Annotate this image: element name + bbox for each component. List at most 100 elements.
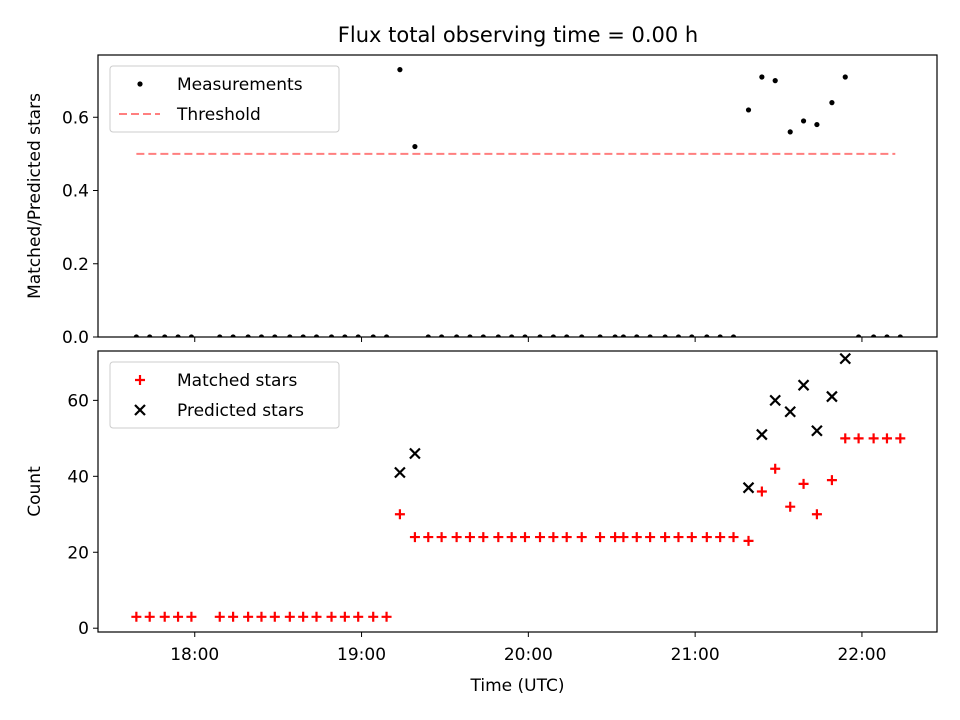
data-point [660,532,671,543]
data-point [853,433,864,444]
data-point [436,532,447,543]
data-point [313,334,320,337]
data-point [311,611,322,622]
data-point [509,334,515,337]
y-tick-label: 40 [67,467,89,487]
data-point [147,334,153,337]
data-point [284,611,295,622]
data-point [397,67,403,73]
axes-frame [97,54,938,338]
data-point [478,532,489,543]
data-point [258,334,265,337]
data-point [162,334,168,337]
data-point [186,611,197,622]
data-point [467,334,473,337]
data-point [287,334,293,337]
data-point [520,532,531,543]
data-point [409,532,420,543]
data-point [689,334,695,337]
data-point [756,486,767,497]
data-point [595,532,606,543]
data-point [715,532,726,543]
legend-entry-measurements: Measurements [177,75,303,95]
data-point [756,428,768,441]
data-point [811,509,822,520]
data-point [439,334,445,337]
data-point [522,334,528,337]
data-point [353,611,364,622]
data-point [493,532,504,543]
data-point [717,334,723,337]
data-point [409,447,421,460]
data-point [368,611,379,622]
top-panel: 0.0 0.2 0.4 0.6 Matched/Predicted stars Measu… [25,54,938,348]
data-point [326,611,337,622]
data-point [451,532,462,543]
y-tick-label: 0.0 [62,328,89,348]
data-point [243,611,254,622]
y-tick-label: 0.4 [62,182,89,202]
data-point [839,352,852,365]
data-point [811,424,823,437]
plot-area [131,352,906,622]
data-point [800,118,807,124]
data-point [597,334,603,337]
legend-marker [134,404,146,416]
data-point [383,334,390,337]
data-point [131,611,142,622]
data-point [454,334,460,337]
x-tick-label: 19:00 [337,645,386,665]
data-point [144,611,155,622]
legend: Measurements Threshold [109,65,340,133]
data-point [272,334,278,337]
data-point [300,334,306,337]
data-point [759,74,765,80]
data-point [769,394,781,407]
data-point [228,611,239,622]
data-point [535,532,546,543]
legend-marker [135,375,145,385]
data-point [548,532,559,543]
data-point [634,334,640,337]
data-point [425,334,431,337]
data-point [561,532,572,543]
data-point [787,129,793,135]
legend: Matched stars Predicted stars [109,361,340,429]
data-point [412,143,418,150]
data-point [798,478,809,489]
data-point [772,78,778,84]
data-point [339,611,350,622]
data-point [895,433,906,444]
data-point [564,334,570,337]
data-point [826,390,838,403]
data-point [355,334,361,337]
data-point [230,334,236,337]
data-point [742,481,755,494]
data-point [704,334,710,337]
data-point [785,501,796,512]
data-point [394,509,405,520]
data-point [745,107,752,113]
data-point [675,334,682,337]
data-point [610,532,621,543]
data-point [770,463,781,474]
data-point [871,334,877,337]
y-tick-label: 0.6 [62,108,89,128]
data-point [342,334,348,337]
data-point [298,611,309,622]
data-point [370,334,376,337]
series-matched-stars [131,433,906,622]
data-point [784,405,796,418]
data-point [645,532,656,543]
legend-entry-matched-stars: Matched stars [177,371,297,391]
legend-entry-predicted-stars: Predicted stars [177,401,304,421]
data-point [214,611,225,622]
data-point [173,611,184,622]
data-point [579,334,585,337]
data-point [826,475,837,486]
y-axis-label: Count [25,466,45,517]
y-tick-label: 60 [67,391,89,411]
data-point [884,334,890,337]
data-point [159,611,170,622]
y-tick-label: 0 [78,619,89,639]
